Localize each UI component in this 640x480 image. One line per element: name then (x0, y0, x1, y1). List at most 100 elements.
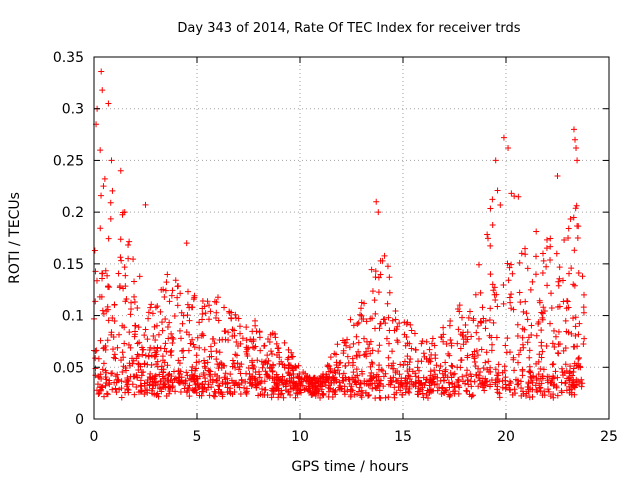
data-point (108, 329, 115, 336)
data-point (161, 375, 168, 382)
data-point (174, 294, 181, 301)
data-point (547, 257, 554, 264)
data-point (243, 324, 250, 331)
data-point (528, 322, 535, 329)
data-point (567, 363, 574, 370)
data-point (524, 339, 531, 346)
data-point (226, 310, 233, 317)
data-point (349, 387, 356, 394)
data-point (141, 332, 148, 339)
data-point (166, 319, 173, 326)
data-point (446, 322, 453, 329)
data-point (447, 370, 454, 377)
data-point (475, 383, 482, 390)
data-point (178, 309, 185, 316)
data-point (448, 374, 455, 381)
data-point (111, 351, 118, 358)
data-point (228, 377, 235, 384)
data-point (113, 389, 120, 396)
data-point (177, 290, 184, 297)
data-point (375, 289, 382, 296)
data-point (116, 284, 123, 291)
data-point (262, 368, 269, 375)
data-point (341, 339, 348, 346)
data-point (468, 393, 475, 400)
data-point (520, 390, 527, 397)
data-point (153, 392, 160, 399)
data-point (126, 360, 133, 367)
data-point (385, 314, 392, 321)
data-point (287, 378, 294, 385)
data-point (256, 329, 263, 336)
data-point (186, 317, 193, 324)
data-point (233, 338, 240, 345)
data-point (176, 327, 183, 334)
data-point (363, 338, 370, 345)
data-point (419, 338, 426, 345)
data-point (471, 348, 478, 355)
data-point (92, 347, 99, 354)
data-point (301, 386, 308, 393)
data-point (437, 363, 444, 370)
data-point (107, 215, 114, 222)
data-point (118, 378, 125, 385)
data-point (214, 377, 221, 384)
data-point (276, 354, 283, 361)
data-point (375, 366, 382, 373)
data-point (136, 339, 143, 346)
data-point (134, 305, 141, 312)
data-point (199, 310, 206, 317)
data-point (92, 355, 99, 362)
data-point (343, 376, 350, 383)
data-point (371, 297, 378, 304)
data-point (532, 382, 539, 389)
x-tick-label: 25 (600, 429, 618, 445)
data-point (361, 351, 368, 358)
data-point (442, 372, 449, 379)
data-point (264, 352, 271, 359)
data-point (403, 334, 410, 341)
data-point (159, 319, 166, 326)
data-point (401, 358, 408, 365)
data-point (493, 372, 500, 379)
data-point (565, 234, 572, 241)
data-point (375, 274, 382, 281)
data-point (368, 266, 375, 273)
data-point (330, 375, 337, 382)
data-point (286, 362, 293, 369)
data-point (272, 334, 279, 341)
data-point (479, 304, 486, 311)
data-point (525, 379, 532, 386)
data-point (219, 393, 226, 400)
data-point (244, 352, 251, 359)
data-point (163, 348, 170, 355)
data-point (214, 294, 221, 301)
data-point (346, 344, 353, 351)
data-point (120, 363, 127, 370)
data-point (334, 341, 341, 348)
data-point (192, 367, 199, 374)
data-point (131, 391, 138, 398)
data-point (178, 347, 185, 354)
data-point (201, 360, 208, 367)
data-point (361, 377, 368, 384)
data-point (142, 387, 149, 394)
data-point (386, 327, 393, 334)
data-point (358, 312, 365, 319)
data-point (183, 240, 190, 247)
data-point (581, 335, 588, 342)
data-point (508, 291, 515, 298)
data-point (185, 347, 192, 354)
data-point (500, 134, 507, 141)
data-point (506, 264, 513, 271)
data-point (538, 309, 545, 316)
data-point (102, 373, 109, 380)
data-point (222, 370, 229, 377)
data-point (211, 388, 218, 395)
data-point (429, 335, 436, 342)
data-point (526, 368, 533, 375)
data-point (392, 369, 399, 376)
data-point (376, 387, 383, 394)
data-point (376, 394, 383, 401)
data-point (464, 329, 471, 336)
